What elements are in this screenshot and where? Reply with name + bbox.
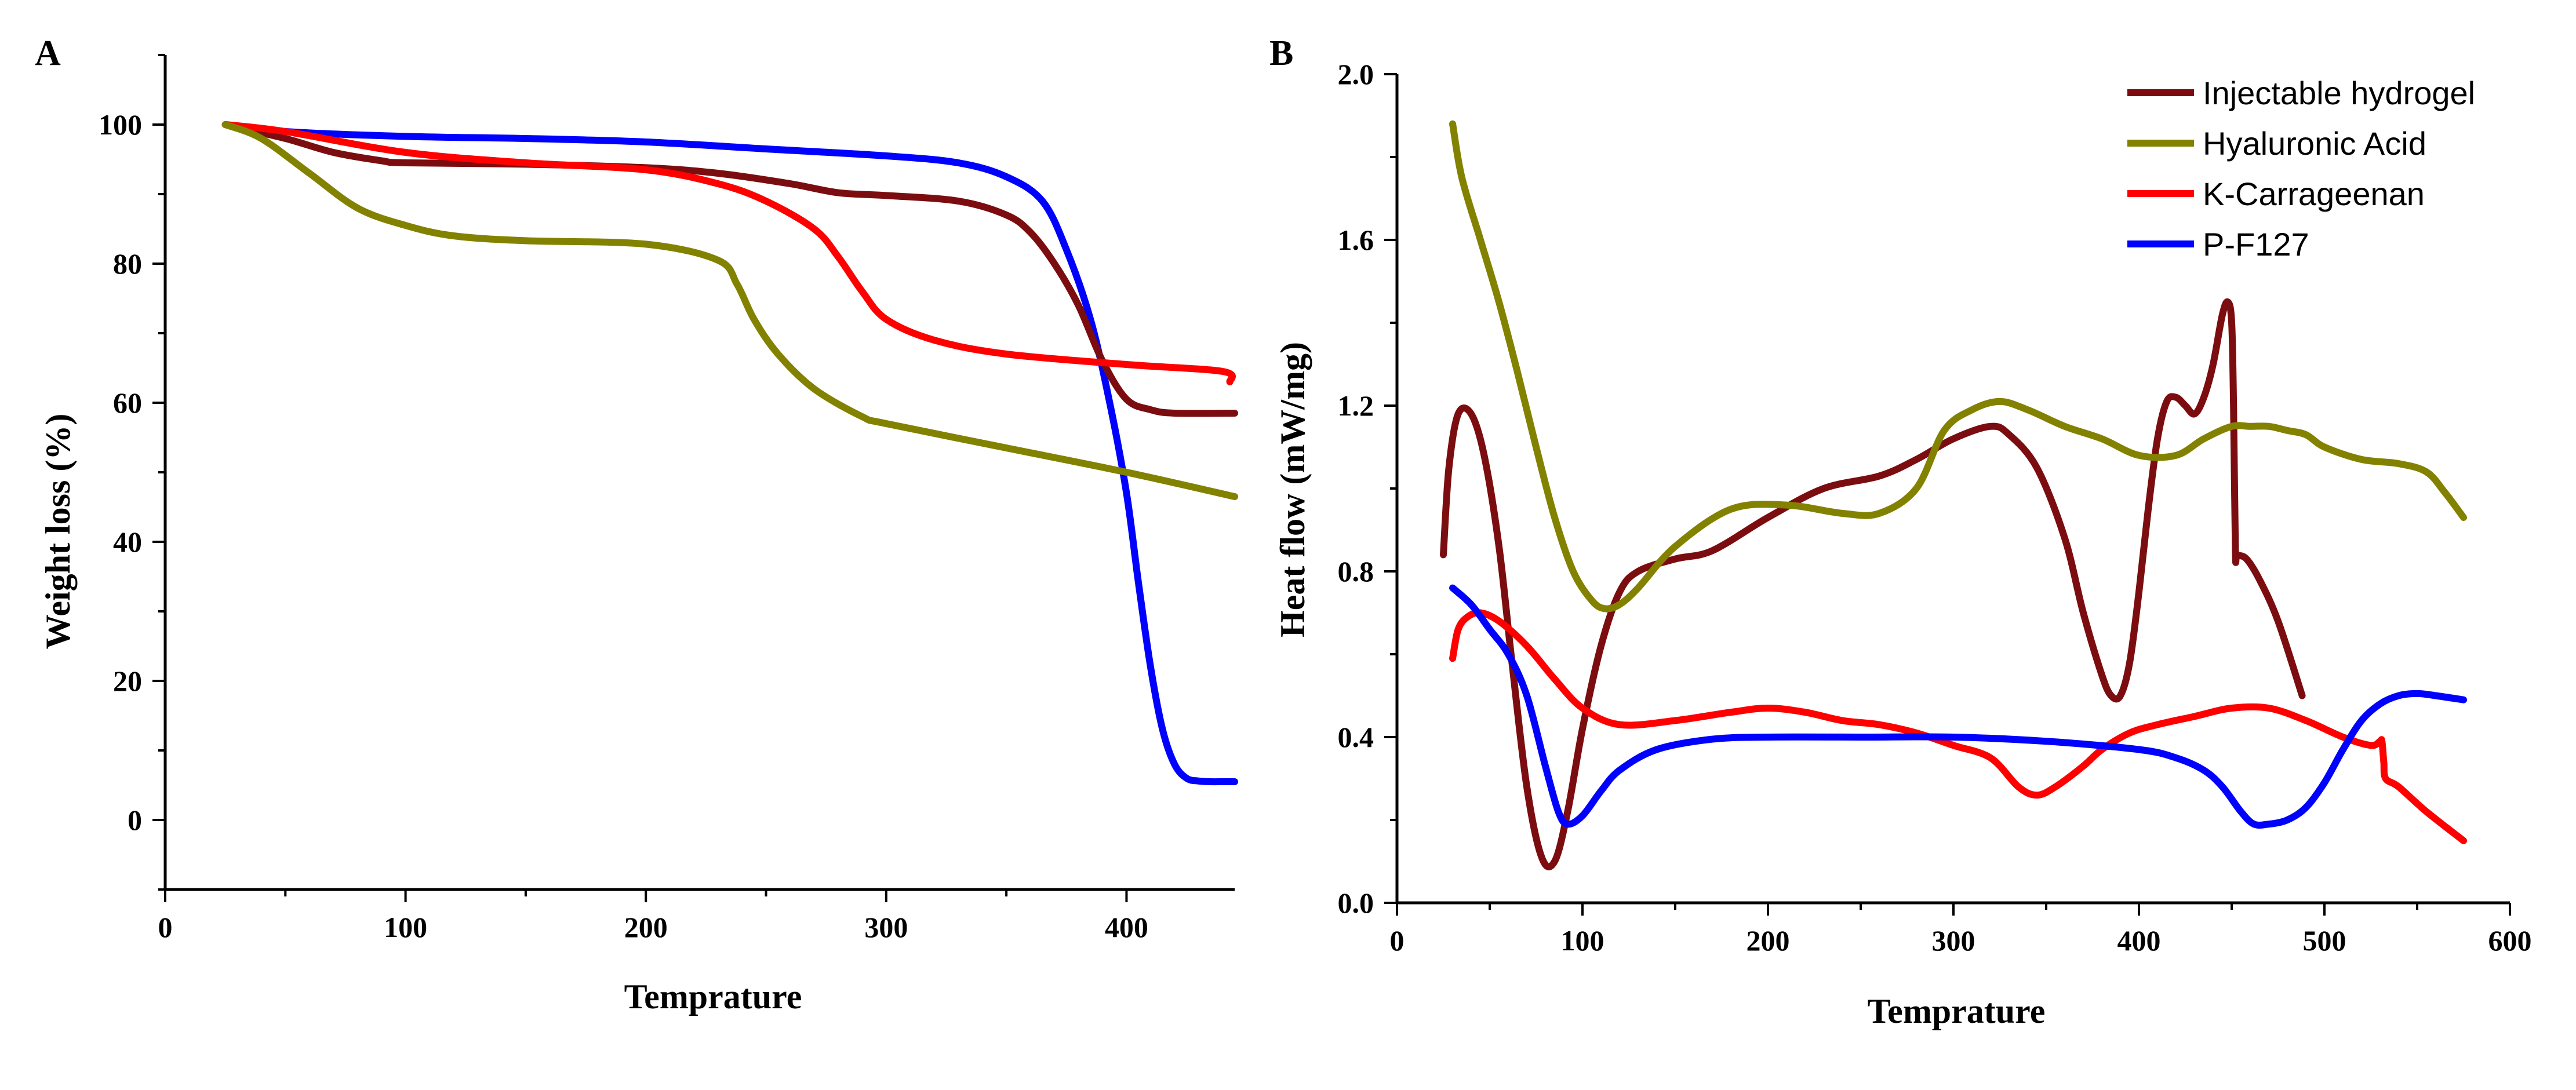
x-tick-label-b: 200 — [1747, 924, 1790, 957]
x-tick-label-a: 100 — [384, 911, 427, 943]
y-tick-label-b: 1.2 — [1338, 389, 1374, 422]
series-line-hyaluronic-acid-a — [221, 121, 1238, 500]
x-tick-label-a: 400 — [1105, 911, 1148, 943]
x-axis-title-a: Temprature — [624, 978, 802, 1016]
x-tick-label-b: 0 — [1390, 924, 1405, 957]
x-tick-label-b: 400 — [2117, 924, 2161, 957]
series-line-injectable-hydrogel-b — [1440, 298, 2306, 870]
x-tick-label-b: 500 — [2303, 924, 2346, 957]
y-tick-label-a: 20 — [113, 665, 142, 697]
y-axis-title-b: Heat flow (mW/mg) — [1274, 342, 1312, 637]
y-tick-label-a: 80 — [113, 247, 142, 280]
x-tick-label-a: 200 — [624, 911, 668, 943]
y-tick-label-a: 60 — [113, 387, 142, 419]
legend-label-injectable-hydrogel: Injectable hydrogel — [2203, 75, 2475, 111]
plot-a: 0 100 200 300 400 0 20 40 60 80 100 — [99, 54, 1238, 943]
series-line-p-f127-b — [1449, 584, 2467, 829]
legend-label-hyaluronic-acid: Hyaluronic Acid — [2203, 125, 2426, 162]
series-line-hyaluronic-acid-b — [1449, 120, 2467, 613]
panel-label-a: A — [35, 34, 61, 73]
y-tick-label-a: 0 — [128, 804, 142, 836]
x-tick-label-a: 300 — [864, 911, 908, 943]
legend: Injectable hydrogel Hyaluronic Acid K-Ca… — [2127, 75, 2475, 263]
plot-b: 0 100 200 300 400 500 600 0.0 0.4 0.8 1.2 1.6 2.0 — [1338, 58, 2532, 957]
x-tick-label-b: 600 — [2488, 924, 2532, 957]
x-axis-title-b: Temprature — [1868, 992, 2046, 1030]
y-tick-label-b: 0.4 — [1338, 721, 1374, 753]
legend-label-p-f127: P-F127 — [2203, 226, 2309, 263]
series-line-injectable-hydrogel-a — [221, 121, 1238, 417]
x-tick-label-b: 300 — [1932, 924, 1975, 957]
series-line-k-carrageenan-b — [1449, 609, 2467, 844]
y-tick-label-a: 100 — [99, 108, 142, 141]
y-tick-label-b: 1.6 — [1338, 224, 1374, 256]
y-tick-label-b: 2.0 — [1338, 58, 1374, 90]
series-line-k-carrageenan-a — [221, 121, 1236, 385]
x-tick-label-b: 100 — [1561, 924, 1604, 957]
x-tick-label-a: 0 — [158, 911, 173, 943]
panel-label-b: B — [1269, 34, 1293, 73]
y-tick-label-b: 0.8 — [1338, 555, 1374, 588]
y-axis-title-a: Weight loss (%) — [39, 414, 77, 650]
y-tick-label-b: 0.0 — [1338, 887, 1374, 919]
y-tick-label-a: 40 — [113, 526, 142, 558]
series-line-p-f127-a — [221, 121, 1238, 786]
legend-label-k-carrageenan: K-Carrageenan — [2203, 176, 2425, 212]
